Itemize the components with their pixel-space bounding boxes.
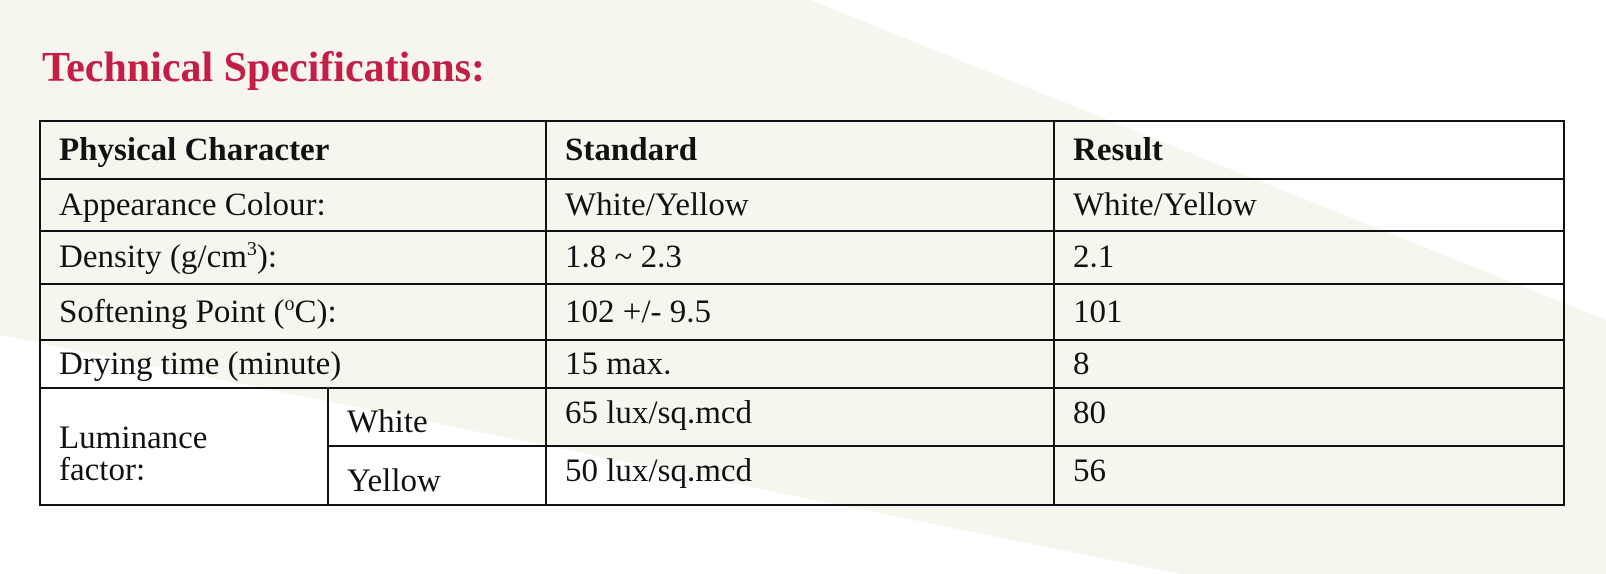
row-label: Drying time (minute) (38, 339, 548, 389)
luminance-label: Luminance factor: (39, 387, 329, 506)
row-standard: 15 max. (545, 339, 1056, 389)
table-row: Density (g/cm3): 1.8 ~ 2.3 2.1 (38, 230, 1566, 285)
row-standard: 65 lux/sq.mcd (545, 387, 1056, 447)
table-header-row: Physical Character Standard Result (38, 120, 1566, 180)
table-row: Appearance Colour: White/Yellow White/Ye… (38, 178, 1566, 232)
row-standard: 50 lux/sq.mcd (545, 445, 1056, 506)
row-standard: White/Yellow (545, 178, 1056, 232)
row-standard: 102 +/- 9.5 (545, 283, 1056, 341)
luminance-label-line2: factor: (59, 451, 146, 488)
header-result: Result (1053, 120, 1566, 180)
table-row: Luminance factor: White 65 lux/sq.mcd 80 (39, 387, 1566, 506)
row-label: Appearance Colour: (38, 178, 548, 232)
page-title: Technical Specifications: (42, 45, 485, 91)
table-row: Yellow 50 lux/sq.mcd 56 (40, 445, 1566, 506)
superscript: o (284, 292, 295, 315)
table-row: Softening Point (oC): 102 +/- 9.5 101 (38, 283, 1566, 341)
row-result: 80 (1053, 387, 1566, 447)
row-result: 101 (1053, 283, 1566, 341)
row-result: 8 (1053, 339, 1566, 389)
label-text: Density (g/cm (59, 239, 247, 275)
luminance-label-line1: Luminance (59, 419, 208, 456)
header-standard: Standard (545, 120, 1056, 180)
row-result: White/Yellow (1053, 178, 1566, 232)
row-result: 2.1 (1053, 230, 1566, 285)
luminance-sub-white: White (326, 387, 548, 447)
row-label: Density (g/cm3): (38, 230, 548, 285)
specifications-table: Physical Character Standard Result Appea… (38, 120, 1566, 506)
row-standard: 1.8 ~ 2.3 (545, 230, 1056, 285)
header-physical-character: Physical Character (38, 120, 548, 180)
label-text: C): (294, 293, 337, 330)
superscript: 3 (246, 238, 257, 260)
table-row: Drying time (minute) 15 max. 8 (38, 339, 1566, 389)
label-text: Softening Point ( (59, 293, 285, 330)
row-result: 56 (1053, 445, 1566, 506)
label-text: ): (256, 239, 278, 275)
row-label: Softening Point (oC): (38, 283, 548, 341)
luminance-sub-yellow: Yellow (326, 445, 548, 506)
